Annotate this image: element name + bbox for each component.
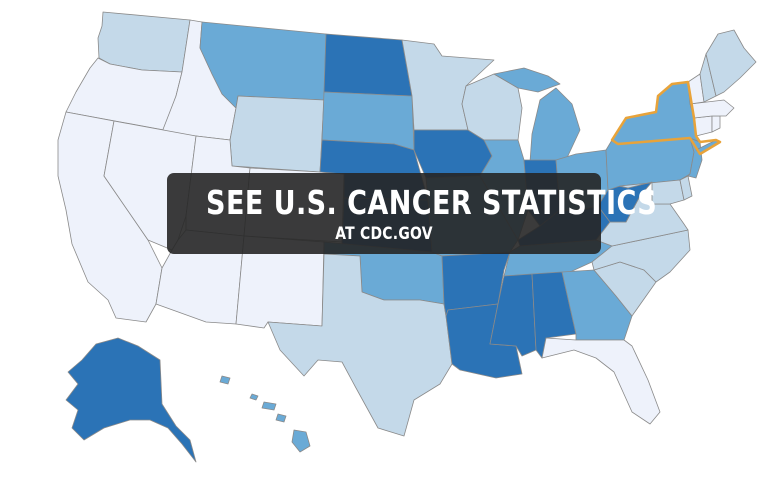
state-michigan[interactable] <box>529 87 581 163</box>
state-texas[interactable] <box>267 253 453 437</box>
state-maine[interactable] <box>705 29 757 97</box>
banner-subtitle: AT CDC.GOV <box>335 224 433 244</box>
state-louisiana[interactable] <box>445 303 523 379</box>
state-wyoming[interactable] <box>229 95 325 173</box>
new-york-highlight-outline <box>610 80 722 156</box>
state-hawaii[interactable] <box>291 429 311 453</box>
state-florida[interactable] <box>541 337 661 425</box>
state-washington[interactable] <box>97 11 191 73</box>
cancer-stats-banner[interactable]: SEE U.S. CANCER STATISTICS AT CDC.GOV <box>167 173 658 254</box>
banner-title: SEE U.S. CANCER STATISTICS <box>206 183 658 222</box>
state-michigan-upper[interactable] <box>493 67 561 93</box>
state-rhode-island[interactable] <box>711 115 721 133</box>
state-delaware[interactable] <box>679 175 693 201</box>
state-north-carolina[interactable] <box>591 229 691 283</box>
state-alaska[interactable] <box>65 337 197 463</box>
state-north-dakota[interactable] <box>323 33 413 97</box>
state-new-jersey[interactable] <box>687 137 703 179</box>
state-hawaii-islands[interactable] <box>219 375 287 423</box>
